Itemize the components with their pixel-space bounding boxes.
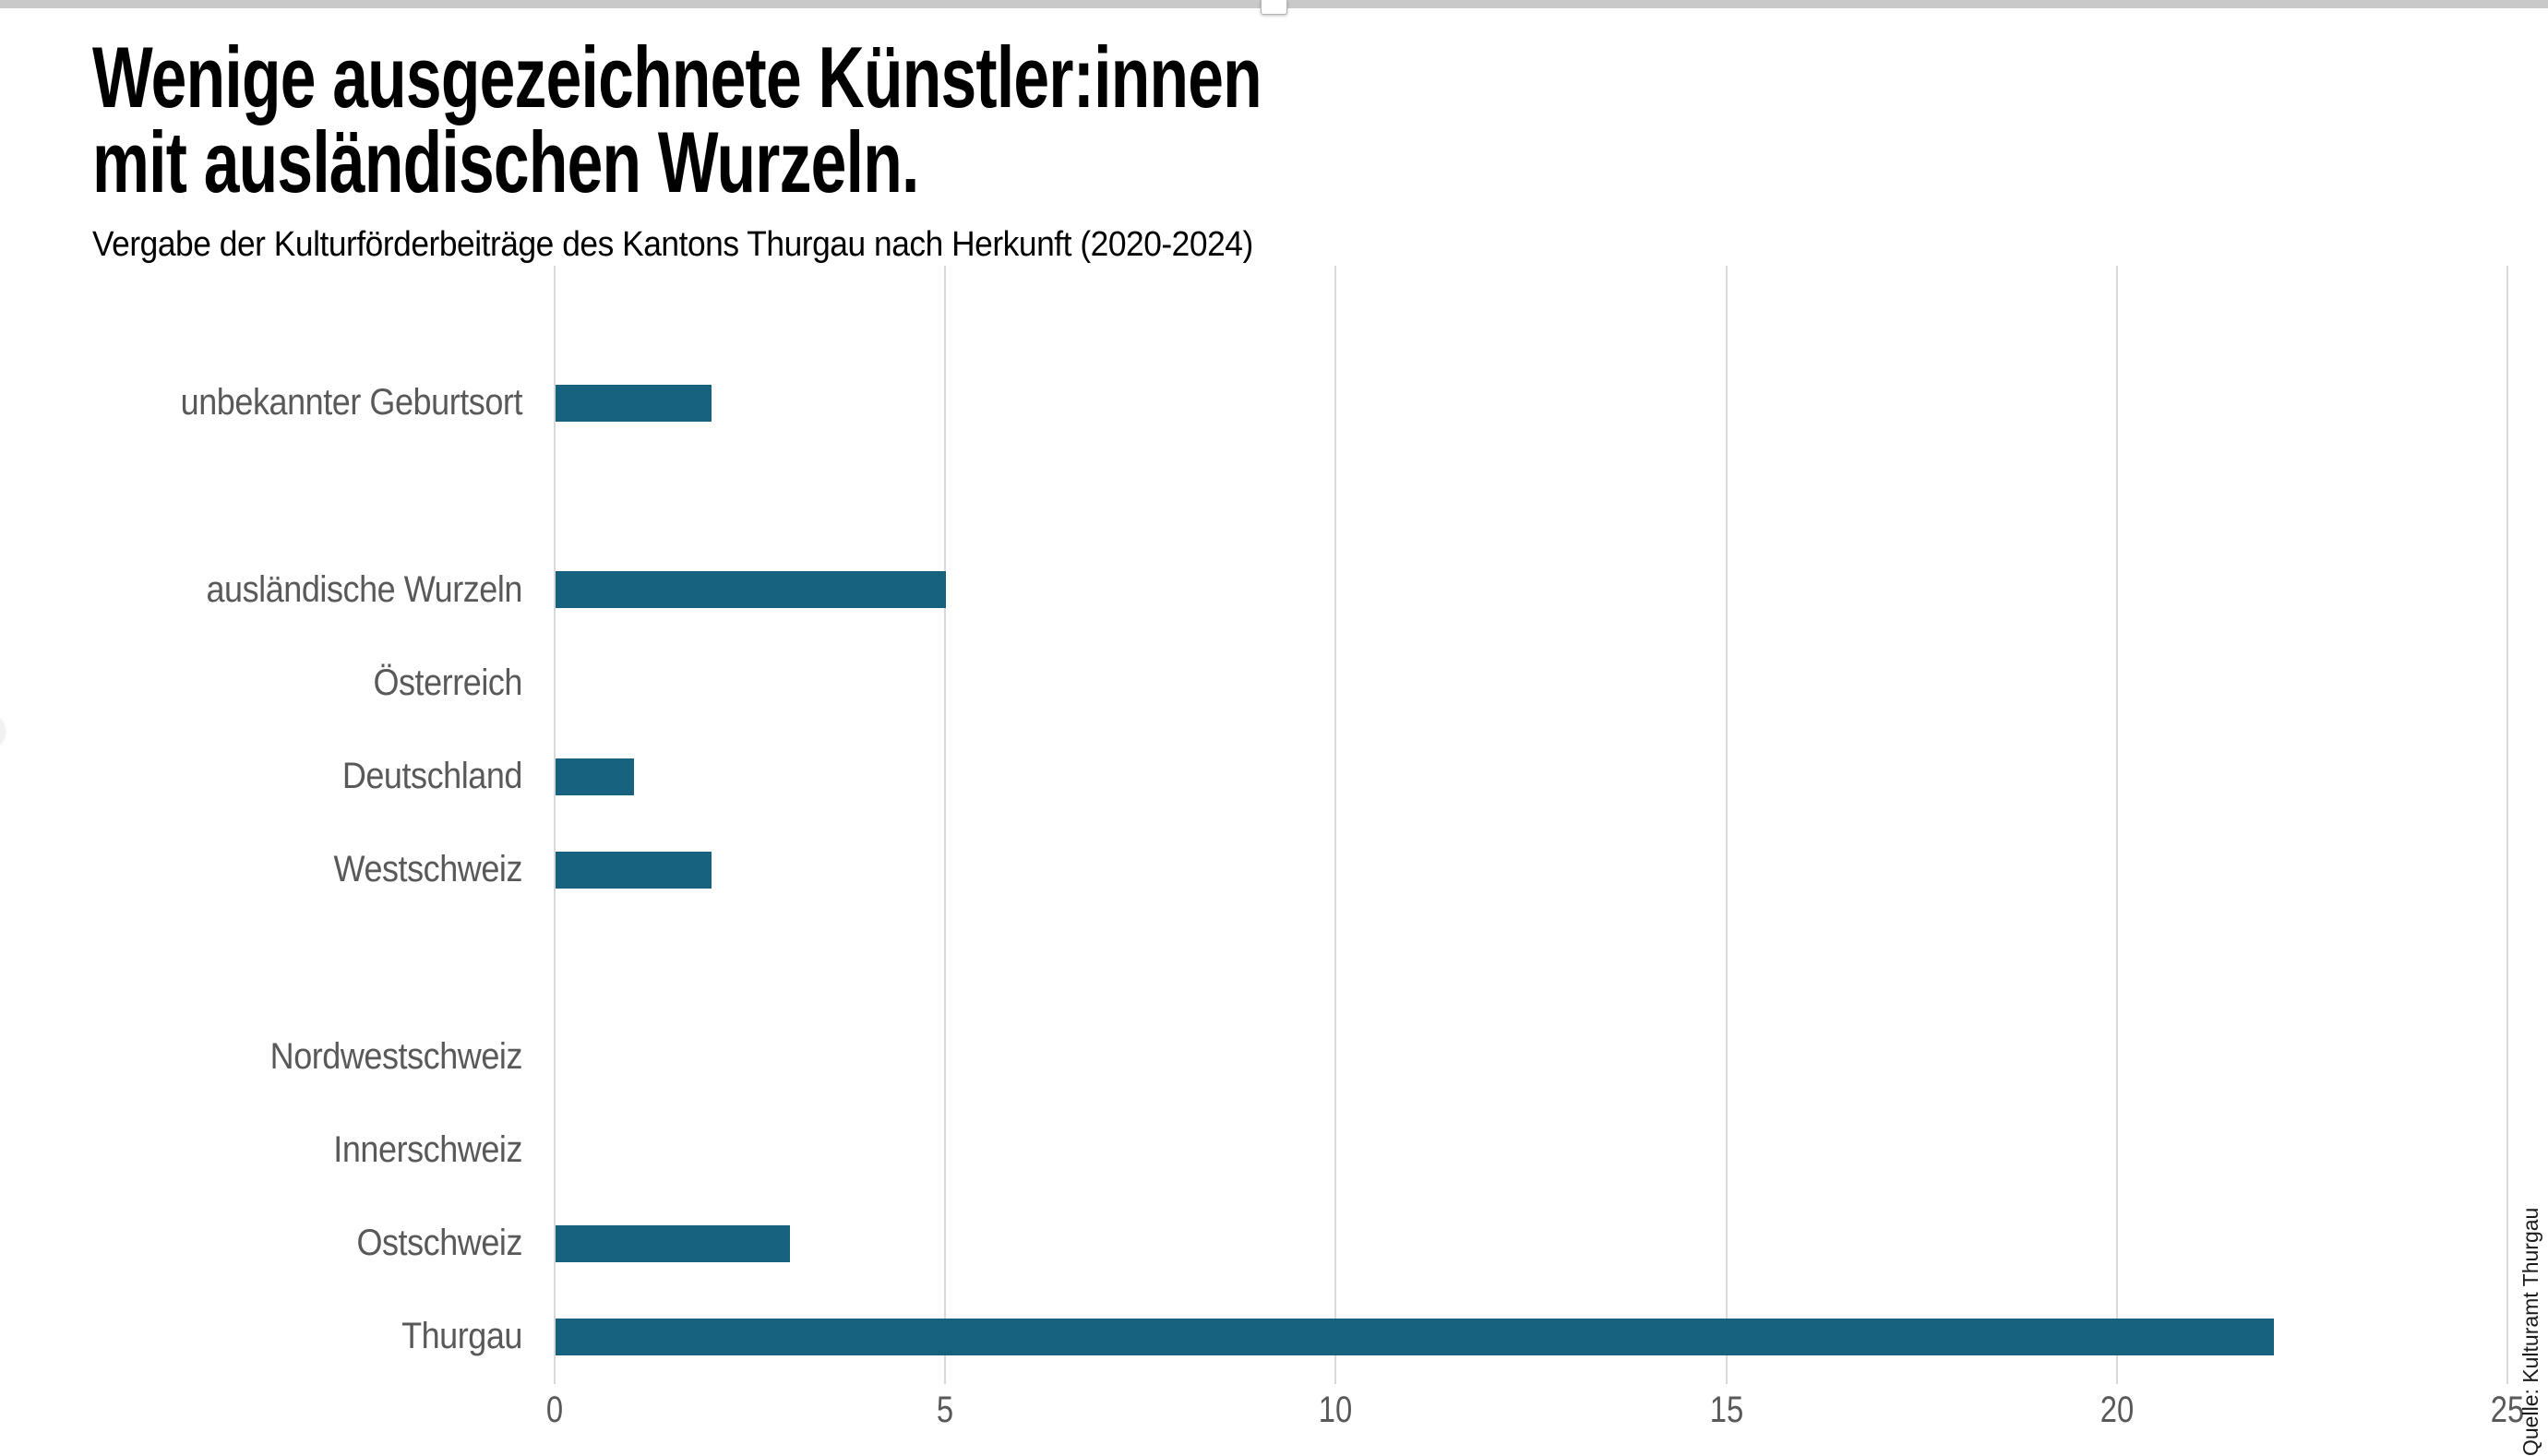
- axis-tick-label-0: 0: [545, 1390, 564, 1430]
- gridline-x-0: [554, 266, 556, 1384]
- category-label-sterreich: Österreich: [373, 662, 522, 703]
- gridline-x-5: [944, 266, 947, 1384]
- category-label-ausl-ndische-wurzeln: ausländische Wurzeln: [206, 568, 522, 610]
- bar-deutschland: [556, 758, 634, 795]
- axis-tick-label-25: 25: [2490, 1390, 2525, 1430]
- chart-title-line-1: Wenige ausgezeichnete Künstler:innen: [92, 29, 1262, 125]
- category-label-nordwestschweiz: Nordwestschweiz: [269, 1035, 523, 1077]
- bar-unbekannter-geburtsort: [556, 384, 712, 422]
- axis-tick-label-20: 20: [2099, 1390, 2135, 1430]
- top-bar-handle[interactable]: [1261, 0, 1287, 15]
- gridline-x-25: [2506, 266, 2508, 1384]
- category-label-westschweiz: Westschweiz: [333, 849, 523, 890]
- gridline-x-15: [1725, 266, 1728, 1384]
- gridline-x-10: [1334, 266, 1337, 1384]
- chart-title: Wenige ausgezeichnete Künstler:innen mit…: [92, 29, 1262, 210]
- source-credit: Quelle: Kulturamt Thurgau: [2518, 1207, 2542, 1456]
- bar-ausl-ndische-wurzeln: [556, 571, 947, 609]
- category-label-unbekannter-geburtsort: unbekannter Geburtsort: [180, 382, 523, 424]
- axis-tick-label-10: 10: [1319, 1390, 1353, 1430]
- chart-subtitle: Vergabe der Kulturförderbeiträge des Kan…: [92, 225, 1253, 264]
- category-label-deutschland: Deutschland: [341, 756, 523, 796]
- gridline-x-20: [2115, 266, 2118, 1384]
- axis-tick-label-5: 5: [937, 1390, 954, 1430]
- category-label-innerschweiz: Innerschweiz: [333, 1128, 522, 1170]
- bar-westschweiz: [556, 851, 712, 889]
- bar-thurgau: [556, 1318, 2275, 1355]
- axis-tick-label-15: 15: [1709, 1390, 1743, 1430]
- category-label-thurgau: Thurgau: [401, 1316, 522, 1357]
- chart-title-line-2: mit ausländischen Wurzeln.: [92, 113, 919, 210]
- category-label-ostschweiz: Ostschweiz: [356, 1223, 522, 1263]
- bar-ostschweiz: [556, 1224, 790, 1262]
- left-edge-button[interactable]: [0, 713, 6, 750]
